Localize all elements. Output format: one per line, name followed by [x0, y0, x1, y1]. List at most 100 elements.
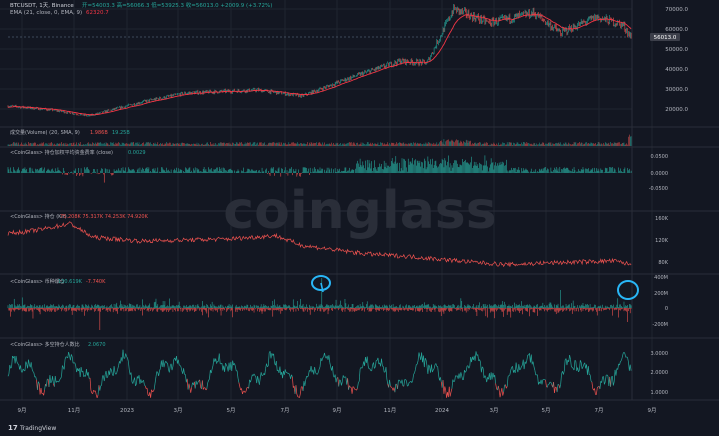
ls-ratio-segment [275, 361, 278, 371]
ls-ratio-segment [196, 382, 199, 385]
ls-ratio-segment [425, 359, 428, 366]
price-axis[interactable]: 70000.0 60000.0 50000.0 40000.0 30000.0 20000… [665, 7, 688, 113]
price-candles [7, 3, 632, 117]
ls-ratio-segment [101, 375, 103, 386]
ls-ratio-segment [591, 381, 594, 389]
ls-ratio-segment [86, 368, 88, 376]
ls-ratio-segment [450, 388, 453, 393]
time-axis-label: 11月 [384, 407, 397, 414]
sub-axis-label: 2.0000 [651, 370, 669, 376]
ls-ratio-segment [302, 381, 305, 392]
ls-ratio-segment [232, 360, 234, 366]
price-axis-label: 40000.0 [665, 67, 688, 73]
ls-ratio-segment [381, 358, 383, 366]
ls-ratio-segment [498, 390, 501, 398]
ls-ratio-segment [505, 386, 508, 389]
ls-ratio-segment [322, 356, 324, 358]
ls-ratio-segment [477, 354, 480, 361]
ls-ratio-segment [63, 359, 66, 370]
time-axis-label: 3月 [490, 407, 499, 414]
ohlc-readout: 开=54003.3 高=56066.3 低=53925.3 收=56013.0 … [82, 1, 272, 9]
ls-ratio-segment [508, 374, 511, 376]
ls-ratio-segment [569, 354, 571, 360]
ls-ratio-segment [401, 379, 404, 386]
ls-ratio-segment [328, 355, 331, 363]
volume-pane-label[interactable]: 成交量(Volume) (20, SMA, 9) [10, 129, 80, 136]
ls-ratio-segment [374, 366, 376, 369]
ls-ratio-segment [377, 357, 380, 365]
funding-pane-label[interactable]: <CoinGlass> 持仓加权平均资金费率 (close) [10, 149, 113, 156]
time-axis-label: 7月 [281, 407, 290, 414]
ls-ratio-segment [606, 374, 609, 377]
ls-ratio-segment [110, 368, 112, 371]
ls-ratio-segment [144, 385, 147, 389]
ls-ratio-segment [620, 357, 623, 361]
ls-ratio-segment [518, 364, 521, 371]
annotation-stroke-left [320, 282, 324, 293]
ls-ratio-segment [411, 380, 414, 383]
ls-ratio-segment [194, 380, 197, 389]
ls-ratio-segment [481, 366, 483, 373]
ls-pane-label[interactable]: <CoinGlass> 多空持仓人数比 [10, 341, 80, 348]
ls-ratio-segment [499, 392, 502, 398]
ls-ratio-segment [507, 375, 510, 377]
ls-ratio-segment [321, 357, 324, 362]
ls-ratio-segment [162, 359, 165, 368]
ls-ratio-segment [172, 359, 175, 367]
ls-ratio-segment [566, 360, 569, 366]
ls-ratio-segment [212, 358, 215, 366]
ls-ratio-segment [343, 376, 346, 378]
ls-ratio-segment [532, 361, 535, 367]
ls-ratio-segment [100, 384, 102, 387]
ls-ratio-segment [416, 360, 419, 365]
ls-ratio-segment [428, 364, 430, 368]
ls-ratio-segment [199, 379, 201, 387]
current-price-tag: 56013.0 [654, 35, 677, 41]
ls-ratio-segment [471, 356, 473, 363]
ls-ratio-segment [75, 365, 77, 373]
ls-ratio-segment [257, 376, 259, 381]
ls-ratio-segment [236, 370, 239, 379]
ls-ratio-segment [55, 380, 58, 383]
ls-ratio-segment [259, 372, 262, 378]
ls-ratio-segment [557, 383, 560, 386]
ls-ratio-segment [177, 359, 180, 365]
ls-ratio-segment [613, 369, 616, 382]
ls-ratio-segment [394, 384, 397, 393]
funding-pane-value: 0.0029 [128, 150, 146, 156]
ls-ratio-segment [211, 365, 214, 370]
ls-ratio-segment [259, 377, 261, 385]
ls-ratio-segment [64, 356, 67, 360]
ls-ratio-segment [60, 376, 62, 379]
ls-ratio-segment [171, 366, 174, 371]
symbol-title[interactable]: BTCUSDT, 1天, Binance [10, 2, 74, 9]
ls-ratio-segment [109, 368, 111, 375]
ls-ratio-segment [468, 366, 471, 369]
ls-ratio-segment [432, 368, 435, 371]
oi-pane-label[interactable]: <CoinGlass> 持仓 (Kit) [10, 213, 67, 220]
price-axis-label: 20000.0 [665, 107, 688, 113]
ls-ratio-segment [99, 385, 102, 391]
tradingview-logo[interactable]: 17 TradingView [8, 424, 56, 432]
ls-ratio-segment [152, 389, 155, 392]
ema-legend-label[interactable]: EMA (21, close, 0, EMA, 9) [10, 10, 82, 16]
sub-axis-label: -200M [652, 322, 668, 328]
ls-ratio-segment [218, 353, 221, 364]
ls-ratio-segment [581, 366, 584, 369]
sub-pane-axes[interactable]: 0.0500 0.0000 -0.0500 160K 120K 80K 400M 200M 0 -… [649, 154, 669, 396]
ls-ratio-segment [444, 386, 447, 391]
ls-ratio-segment [603, 376, 605, 385]
liq-pane-label[interactable]: <CoinGlass> 币种爆仓 [10, 278, 65, 285]
ls-ratio-segment [266, 363, 268, 367]
ls-ratio-segment [424, 357, 427, 361]
ls-ratio-segment [577, 367, 579, 372]
ls-ratio-segment [295, 385, 298, 395]
ls-ratio-segment [154, 376, 157, 384]
ls-ratio-segment [300, 386, 302, 394]
time-axis[interactable]: 9月 11月 2023 3月 5月 7月 9月 11月 2024 3月 5月 7月 9月 [18, 407, 657, 414]
ls-ratio-segment [253, 373, 256, 376]
ls-ratio-segment [118, 361, 120, 366]
ls-ratio-segment [629, 364, 632, 371]
